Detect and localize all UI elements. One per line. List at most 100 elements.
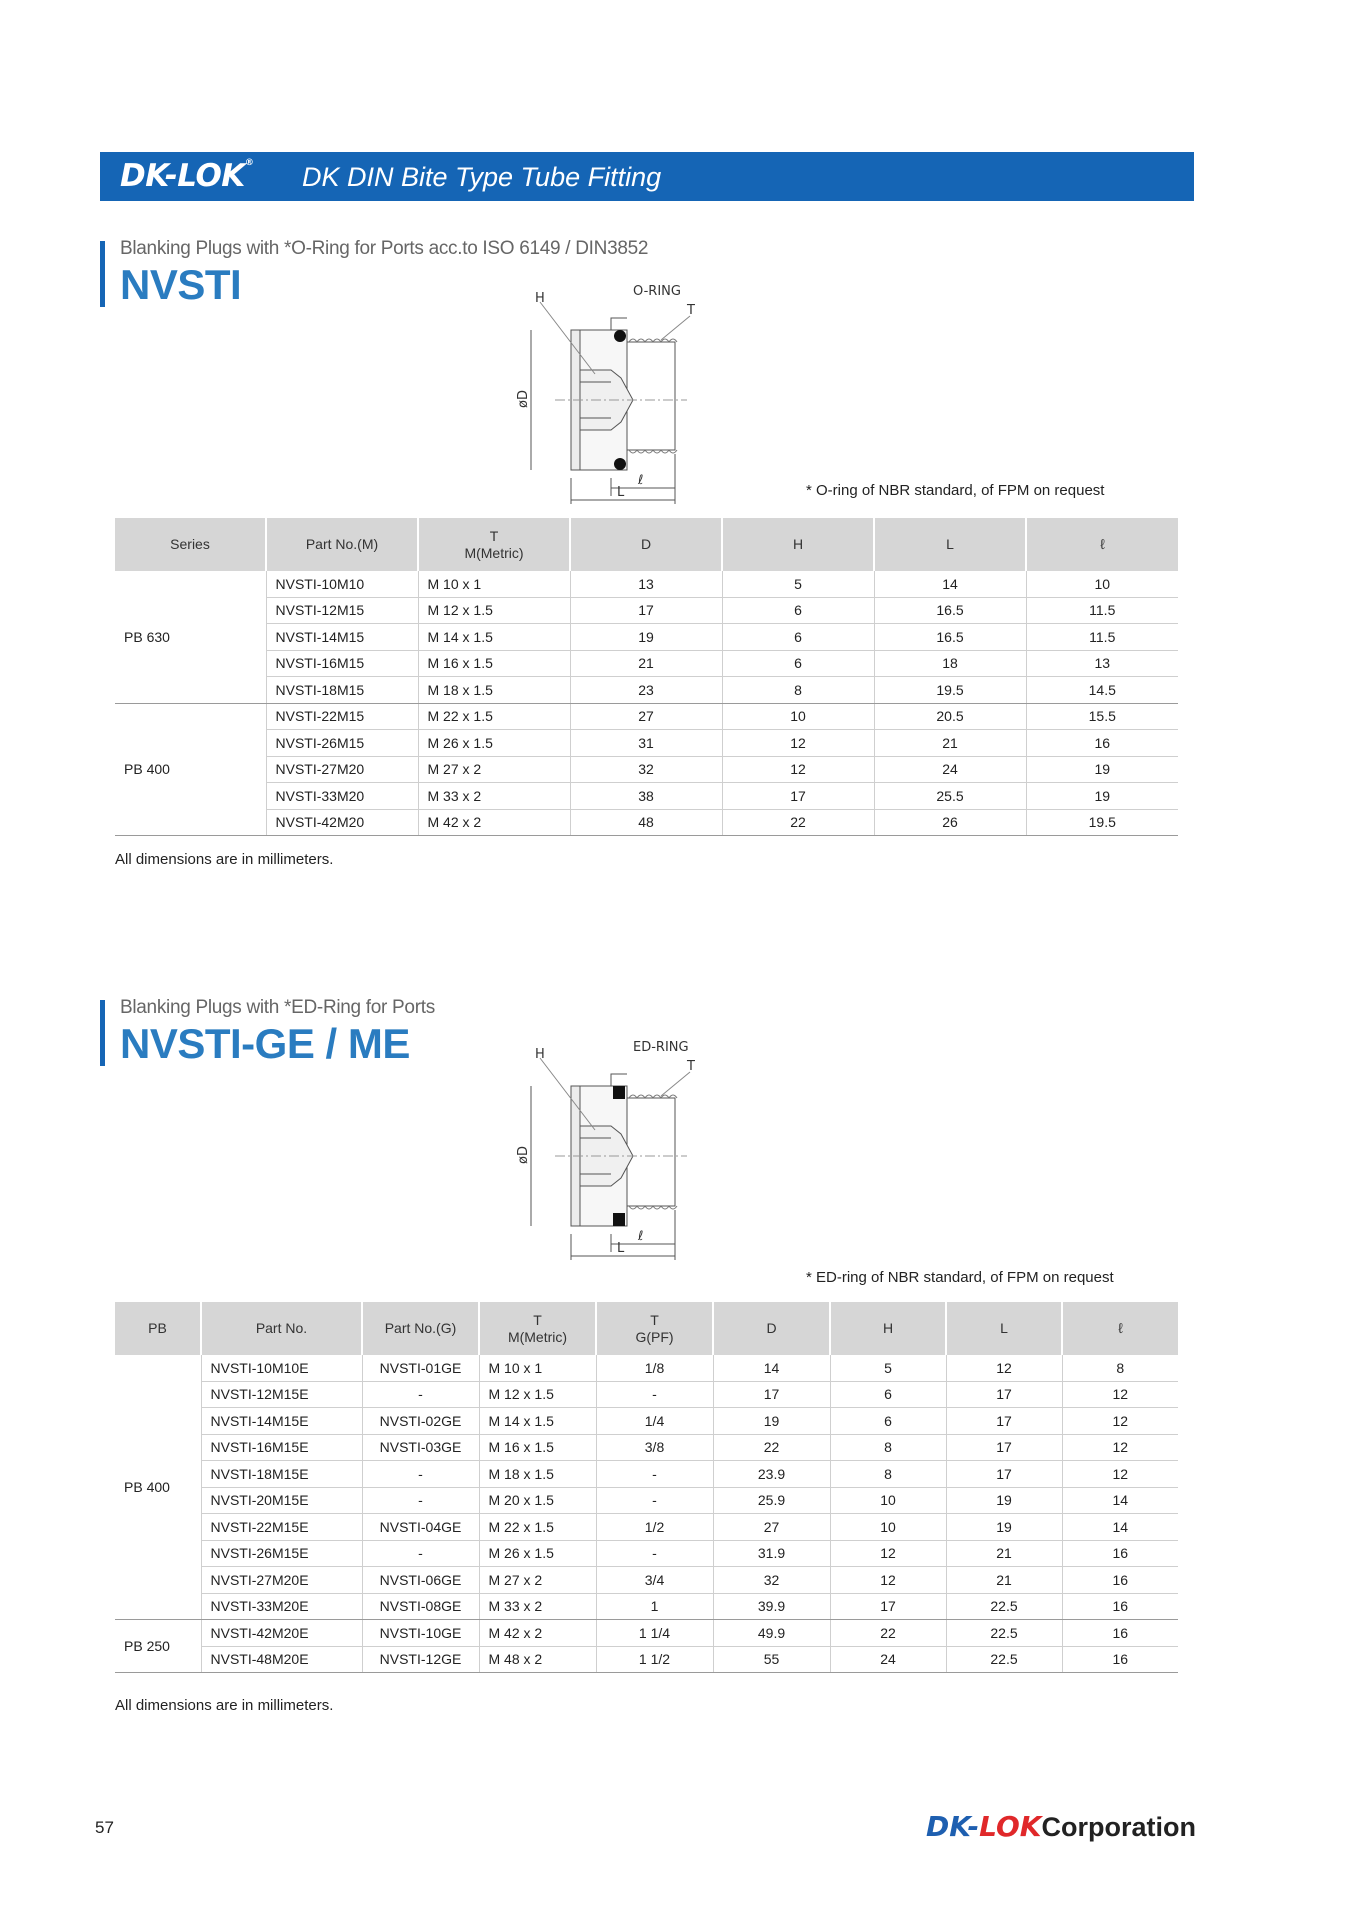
l-cell: 14 bbox=[873, 571, 1026, 598]
thread-gpf-cell: 1/8 bbox=[595, 1355, 713, 1382]
thread-metric-cell: M 33 x 2 bbox=[478, 1593, 596, 1620]
d-cell: 48 bbox=[569, 809, 722, 836]
h-cell: 10 bbox=[829, 1487, 946, 1514]
nvsti-drawing: H O-RING T øD ℓ L bbox=[516, 284, 695, 504]
part-no-cell: NVSTI-26M15 bbox=[265, 729, 418, 757]
series-cell: PB 630 bbox=[115, 571, 266, 704]
col-part-no-g: Part No.(G) bbox=[361, 1302, 479, 1355]
h-cell: 5 bbox=[829, 1355, 946, 1382]
d-cell: 32 bbox=[712, 1566, 830, 1594]
d-cell: 21 bbox=[569, 650, 722, 677]
section1-note: * O-ring of NBR standard, of FPM on requ… bbox=[806, 482, 1105, 499]
l-cell: 16.5 bbox=[873, 623, 1026, 651]
label-ring: ED-RING bbox=[633, 1040, 689, 1055]
thread-gpf-cell: 1/4 bbox=[595, 1407, 713, 1435]
logo-corporation: Corporation bbox=[1041, 1812, 1197, 1842]
part-no-g-cell: NVSTI-10GE bbox=[361, 1619, 479, 1647]
h-cell: 8 bbox=[829, 1460, 946, 1488]
part-no-g-cell: NVSTI-08GE bbox=[361, 1593, 479, 1620]
ell-cell: 12 bbox=[1061, 1434, 1178, 1461]
h-cell: 17 bbox=[829, 1593, 946, 1620]
thread-gpf-cell: - bbox=[595, 1381, 713, 1408]
label-t: T bbox=[686, 303, 695, 318]
col-d: D bbox=[569, 518, 722, 571]
part-no-cell: NVSTI-42M20 bbox=[265, 809, 418, 836]
l-cell: 17 bbox=[945, 1381, 1062, 1408]
table-row: NVSTI-33M20E NVSTI-08GE M 33 x 2 1 39.9 … bbox=[115, 1593, 1178, 1620]
part-no-g-cell: NVSTI-01GE bbox=[361, 1355, 479, 1382]
ell-cell: 10 bbox=[1025, 571, 1178, 598]
l-cell: 17 bbox=[945, 1407, 1062, 1435]
section1-footnote: All dimensions are in millimeters. bbox=[115, 851, 334, 868]
col-thread-gpf-t: T bbox=[650, 1311, 659, 1328]
ell-cell: 12 bbox=[1061, 1381, 1178, 1408]
h-cell: 6 bbox=[829, 1381, 946, 1408]
part-no-cell: NVSTI-14M15E bbox=[200, 1407, 362, 1435]
ell-cell: 16 bbox=[1061, 1593, 1178, 1620]
header-banner: DK-LOK® DK DIN Bite Type Tube Fitting bbox=[100, 152, 1194, 201]
catalog-title: DK DIN Bite Type Tube Fitting bbox=[302, 162, 662, 192]
part-no-cell: NVSTI-27M20 bbox=[265, 756, 418, 783]
d-cell: 17 bbox=[569, 597, 722, 624]
col-thread-metric: M(Metric) bbox=[464, 544, 524, 561]
h-cell: 8 bbox=[829, 1434, 946, 1461]
ell-cell: 14 bbox=[1061, 1513, 1178, 1541]
thread-cell: M 12 x 1.5 bbox=[417, 597, 570, 624]
logo-dk: DK- bbox=[926, 1810, 980, 1843]
d-cell: 13 bbox=[569, 571, 722, 598]
thread-metric-cell: M 26 x 1.5 bbox=[478, 1540, 596, 1567]
nvsti-table: Series Part No.(M) T M(Metric) D H L ℓ PB… bbox=[115, 518, 1178, 836]
part-no-g-cell: - bbox=[361, 1540, 479, 1567]
thread-metric-cell: M 27 x 2 bbox=[478, 1566, 596, 1594]
page-number: 57 bbox=[95, 1818, 114, 1837]
part-no-cell: NVSTI-27M20E bbox=[200, 1566, 362, 1594]
thread-cell: M 14 x 1.5 bbox=[417, 623, 570, 651]
thread-gpf-cell: - bbox=[595, 1460, 713, 1488]
section-accent-bar bbox=[100, 241, 105, 307]
table-row: NVSTI-33M20 M 33 x 2 38 17 25.5 19 bbox=[115, 782, 1178, 810]
label-t: T bbox=[686, 1059, 695, 1074]
section2-subtitle: Blanking Plugs with *ED-Ring for Ports bbox=[120, 997, 435, 1018]
d-cell: 49.9 bbox=[712, 1619, 830, 1647]
part-no-cell: NVSTI-18M15 bbox=[265, 676, 418, 704]
thread-gpf-cell: - bbox=[595, 1540, 713, 1567]
part-no-g-cell: - bbox=[361, 1460, 479, 1488]
section-accent-bar bbox=[100, 1000, 105, 1066]
ell-cell: 16 bbox=[1061, 1566, 1178, 1594]
l-cell: 24 bbox=[873, 756, 1026, 783]
l-cell: 20.5 bbox=[873, 703, 1026, 730]
table-row: PB 250 NVSTI-42M20E NVSTI-10GE M 42 x 2 … bbox=[115, 1619, 1178, 1673]
table-row: NVSTI-27M20 M 27 x 2 32 12 24 19 bbox=[115, 756, 1178, 783]
nvsti-ge-table: PB Part No. Part No.(G) T M(Metric) T G(PF… bbox=[115, 1302, 1178, 1673]
l-cell: 17 bbox=[945, 1460, 1062, 1488]
table-row: NVSTI-42M20 M 42 x 2 48 22 26 19.5 bbox=[115, 809, 1178, 836]
table-row: NVSTI-12M15E - M 12 x 1.5 - 17 6 17 12 bbox=[115, 1381, 1178, 1408]
h-cell: 6 bbox=[721, 650, 874, 677]
ell-cell: 16 bbox=[1061, 1619, 1178, 1647]
h-cell: 10 bbox=[721, 703, 874, 730]
l-cell: 19 bbox=[945, 1513, 1062, 1541]
part-no-g-cell: NVSTI-03GE bbox=[361, 1434, 479, 1461]
col-d: D bbox=[712, 1302, 830, 1355]
thread-cell: M 18 x 1.5 bbox=[417, 676, 570, 704]
series-cell: PB 400 bbox=[115, 703, 266, 836]
label-h: H bbox=[535, 1047, 545, 1062]
l-cell: 19 bbox=[945, 1487, 1062, 1514]
col-ell: ℓ bbox=[1025, 518, 1178, 571]
thread-cell: M 22 x 1.5 bbox=[417, 703, 570, 730]
ell-cell: 11.5 bbox=[1025, 623, 1178, 651]
part-no-cell: NVSTI-22M15E bbox=[200, 1513, 362, 1541]
part-no-g-cell: - bbox=[361, 1381, 479, 1408]
col-thread-gpf: T G(PF) bbox=[595, 1302, 713, 1355]
h-cell: 12 bbox=[721, 729, 874, 757]
ell-cell: 11.5 bbox=[1025, 597, 1178, 624]
thread-gpf-cell: 1 bbox=[595, 1593, 713, 1620]
d-cell: 14 bbox=[712, 1355, 830, 1382]
thread-cell: M 42 x 2 bbox=[417, 809, 570, 836]
table-row: NVSTI-20M15E - M 20 x 1.5 - 25.9 10 19 1… bbox=[115, 1487, 1178, 1514]
l-cell: 21 bbox=[873, 729, 1026, 757]
h-cell: 17 bbox=[721, 782, 874, 810]
l-cell: 17 bbox=[945, 1434, 1062, 1461]
d-cell: 17 bbox=[712, 1381, 830, 1408]
d-cell: 27 bbox=[712, 1513, 830, 1541]
